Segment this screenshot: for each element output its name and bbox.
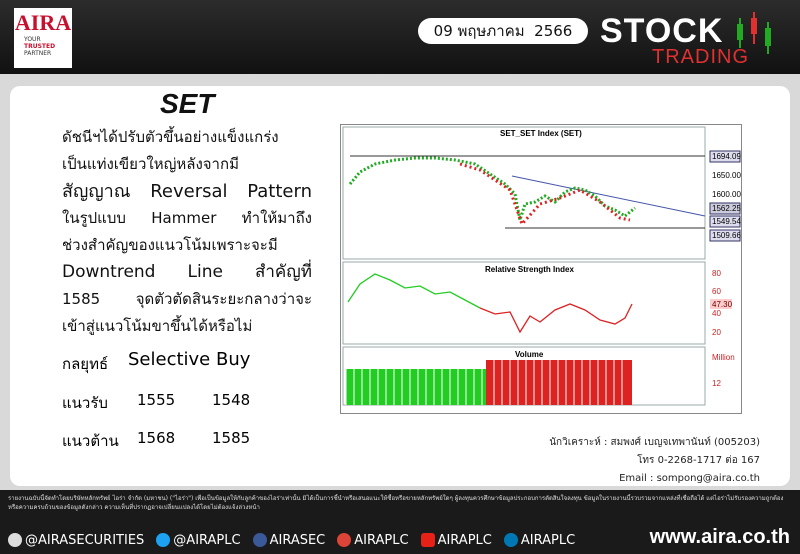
resistance-level: 1585 bbox=[212, 429, 251, 447]
disclaimer: รายงานฉบับนี้จัดทำโดยบริษัทหลักทรัพย์ ไอ… bbox=[8, 495, 784, 511]
social-handle: AIRASEC bbox=[269, 532, 326, 548]
volume-unit: Million bbox=[712, 353, 735, 362]
rsi-label: 40 bbox=[712, 309, 721, 318]
social-handle: @AIRAPLC bbox=[173, 532, 241, 548]
article-line: ในรูปแบบ Hammer ทำให้มาถึง bbox=[62, 209, 312, 227]
brand-sub: TRADING bbox=[652, 46, 749, 68]
downtrend-line bbox=[511, 175, 706, 217]
support-level: 1548 bbox=[212, 391, 251, 409]
brand: STOCK bbox=[600, 12, 724, 50]
price-candles bbox=[348, 156, 636, 221]
article-line: เป็นแท่งเขียวใหญ่หลังจากมี bbox=[62, 155, 239, 173]
rsi-line-down bbox=[479, 303, 633, 334]
social-handle: AIRAPLC bbox=[520, 532, 576, 548]
social-handle: AIRAPLC bbox=[437, 532, 492, 548]
logo-box: AIRA YOUR TRUSTED PARTNER bbox=[14, 8, 72, 68]
article-line: Downtrend Line สำคัญที่ bbox=[62, 262, 312, 282]
price-label: 1694.09 bbox=[712, 152, 741, 161]
rsi-label: 20 bbox=[712, 328, 721, 337]
price-label: 1562.25 bbox=[712, 204, 741, 213]
analyst-name: นักวิเคราะห์ : สมพงศ์ เบญจเทพานันท์ (005… bbox=[549, 437, 760, 448]
volume-label: 12 bbox=[712, 379, 721, 388]
chart-image: SET_SET Index (SET) Relative Strength In… bbox=[340, 124, 742, 414]
tagline-line: TRUSTED bbox=[24, 43, 56, 50]
volume-bars-down bbox=[486, 360, 632, 405]
rsi-title: Relative Strength Index bbox=[485, 265, 574, 274]
tagline-line: PARTNER bbox=[24, 50, 52, 57]
analyst-info: นักวิเคราะห์ : สมพงศ์ เบญจเทพานันท์ (005… bbox=[380, 434, 760, 488]
volume-bars-up bbox=[346, 369, 486, 405]
logo: AIRA bbox=[14, 10, 72, 35]
article-line: สัญญาณ Reversal Pattern bbox=[62, 181, 312, 202]
social-item[interactable]: @AIRAPLC bbox=[156, 532, 241, 548]
analyst-email: Email : sompong@aira.co.th bbox=[619, 473, 760, 484]
price-label: 1650.00 bbox=[712, 171, 741, 180]
resistance-level: 1568 bbox=[137, 429, 176, 447]
article-line: 1585 จุดตัวตัดสินระยะกลางว่าจะ bbox=[62, 290, 312, 308]
price-labels: 1694.09 1650.00 1600.00 1562.25 1549.54 … bbox=[709, 150, 741, 242]
article-body: ดัชนีฯได้ปรับตัวขึ้นอย่างแข็งแกร่ง เป็นแ… bbox=[62, 124, 312, 340]
strategy: Selective Buy bbox=[128, 349, 251, 370]
header-band bbox=[0, 0, 800, 74]
support-label: แนวรับ bbox=[62, 394, 108, 412]
footer-band bbox=[0, 490, 800, 554]
article-title: SET bbox=[160, 88, 215, 119]
rsi-line-up bbox=[347, 273, 481, 309]
strategy-label: กลยุทธ์ bbox=[62, 355, 109, 373]
tagline: YOUR TRUSTED PARTNER bbox=[24, 36, 72, 57]
resistance-label: แนวต้าน bbox=[62, 432, 119, 450]
price-label: 1549.54 bbox=[712, 217, 741, 226]
brand-candles bbox=[737, 12, 771, 54]
rsi-label: 80 bbox=[712, 269, 721, 278]
volume-title: Volume bbox=[515, 350, 544, 359]
article-line: ดัชนีฯได้ปรับตัวขึ้นอย่างแข็งแกร่ง bbox=[62, 128, 279, 146]
rsi-labels: 80 60 47.30 40 20 bbox=[710, 269, 733, 337]
price-label: 1600.00 bbox=[712, 190, 741, 199]
tagline-line: YOUR bbox=[24, 36, 41, 43]
social-handle: AIRAPLC bbox=[354, 532, 409, 548]
article-line: ช่วงสำคัญของแนวโน้มเพราะจะมี bbox=[62, 236, 278, 254]
social-handle: @AIRASECURITIES bbox=[25, 532, 145, 548]
website[interactable]: www.aira.co.th bbox=[649, 526, 790, 548]
social-item[interactable]: @AIRASECURITIES bbox=[8, 533, 144, 548]
volume-bar-gaps bbox=[345, 360, 623, 405]
rsi-label: 60 bbox=[712, 287, 721, 296]
social-item[interactable]: AIRAPLC bbox=[420, 532, 492, 548]
article-line: เข้าสู่แนวโน้มขาขึ้นได้หรือไม่ bbox=[62, 317, 253, 335]
social-item[interactable]: AIRAPLC bbox=[337, 532, 409, 548]
rsi-panel bbox=[342, 261, 706, 345]
chart-title: SET_SET Index (SET) bbox=[500, 129, 582, 138]
social-row: @AIRASECURITIES @AIRAPLC AIRASEC AIRAPLC… bbox=[8, 530, 575, 550]
social-item[interactable]: AIRAPLC bbox=[503, 532, 576, 548]
social-item[interactable]: AIRASEC bbox=[252, 532, 326, 548]
price-label: 1509.66 bbox=[712, 231, 741, 240]
date: 09 พฤษภาคม 2566 bbox=[418, 18, 588, 44]
rsi-label: 47.30 bbox=[712, 300, 733, 309]
price-panel bbox=[342, 126, 706, 260]
support-level: 1555 bbox=[137, 391, 176, 409]
analyst-phone: โทร 0-2268-1717 ต่อ 167 bbox=[637, 455, 760, 466]
